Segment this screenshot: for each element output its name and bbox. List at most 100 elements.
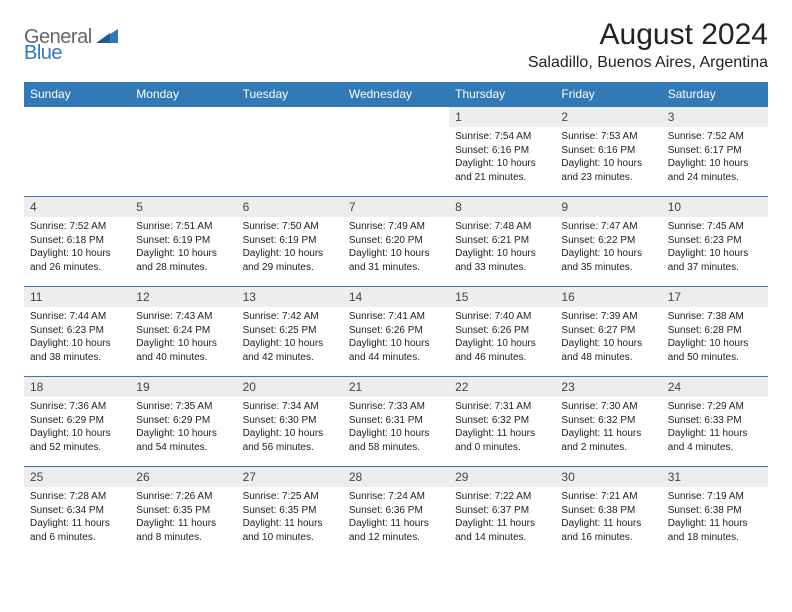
day-details: Sunrise: 7:42 AMSunset: 6:25 PMDaylight:… [237,307,343,368]
calendar-day-cell: 11Sunrise: 7:44 AMSunset: 6:23 PMDayligh… [24,287,130,377]
calendar-day-cell: 24Sunrise: 7:29 AMSunset: 6:33 PMDayligh… [662,377,768,467]
day-details: Sunrise: 7:34 AMSunset: 6:30 PMDaylight:… [237,397,343,458]
calendar-column-header: Tuesday [237,82,343,107]
day-number: 3 [662,107,768,127]
calendar-day-cell: 8Sunrise: 7:48 AMSunset: 6:21 PMDaylight… [449,197,555,287]
calendar-day-cell: 13Sunrise: 7:42 AMSunset: 6:25 PMDayligh… [237,287,343,377]
day-details: Sunrise: 7:30 AMSunset: 6:32 PMDaylight:… [555,397,661,458]
day-details: Sunrise: 7:49 AMSunset: 6:20 PMDaylight:… [343,217,449,278]
day-details: Sunrise: 7:21 AMSunset: 6:38 PMDaylight:… [555,487,661,548]
day-number: 30 [555,467,661,487]
day-details: Sunrise: 7:36 AMSunset: 6:29 PMDaylight:… [24,397,130,458]
calendar-day-cell: 28Sunrise: 7:24 AMSunset: 6:36 PMDayligh… [343,467,449,557]
calendar-day-cell: 29Sunrise: 7:22 AMSunset: 6:37 PMDayligh… [449,467,555,557]
day-details: Sunrise: 7:38 AMSunset: 6:28 PMDaylight:… [662,307,768,368]
day-details: Sunrise: 7:52 AMSunset: 6:17 PMDaylight:… [662,127,768,188]
calendar-column-header: Saturday [662,82,768,107]
calendar-day-cell: 23Sunrise: 7:30 AMSunset: 6:32 PMDayligh… [555,377,661,467]
day-details: Sunrise: 7:44 AMSunset: 6:23 PMDaylight:… [24,307,130,368]
day-details: Sunrise: 7:43 AMSunset: 6:24 PMDaylight:… [130,307,236,368]
day-number: 21 [343,377,449,397]
calendar-day-cell: 7Sunrise: 7:49 AMSunset: 6:20 PMDaylight… [343,197,449,287]
day-number: 23 [555,377,661,397]
calendar-day-cell: 12Sunrise: 7:43 AMSunset: 6:24 PMDayligh… [130,287,236,377]
day-details: Sunrise: 7:48 AMSunset: 6:21 PMDaylight:… [449,217,555,278]
day-number: 15 [449,287,555,307]
calendar-day-cell: 16Sunrise: 7:39 AMSunset: 6:27 PMDayligh… [555,287,661,377]
calendar-day-cell: 5Sunrise: 7:51 AMSunset: 6:19 PMDaylight… [130,197,236,287]
day-number: 29 [449,467,555,487]
day-number: 25 [24,467,130,487]
logo-line2: Blue [24,42,62,65]
calendar-week-row: 18Sunrise: 7:36 AMSunset: 6:29 PMDayligh… [24,377,768,467]
calendar-day-cell: 22Sunrise: 7:31 AMSunset: 6:32 PMDayligh… [449,377,555,467]
calendar-day-cell: 6Sunrise: 7:50 AMSunset: 6:19 PMDaylight… [237,197,343,287]
location: Saladillo, Buenos Aires, Argentina [528,54,768,72]
day-details: Sunrise: 7:39 AMSunset: 6:27 PMDaylight:… [555,307,661,368]
calendar-column-header: Thursday [449,82,555,107]
day-details: Sunrise: 7:26 AMSunset: 6:35 PMDaylight:… [130,487,236,548]
calendar-column-header: Monday [130,82,236,107]
title-block: August 2024 Saladillo, Buenos Aires, Arg… [528,18,768,72]
calendar-day-cell: 14Sunrise: 7:41 AMSunset: 6:26 PMDayligh… [343,287,449,377]
day-number: 14 [343,287,449,307]
calendar-day-cell: 19Sunrise: 7:35 AMSunset: 6:29 PMDayligh… [130,377,236,467]
day-details: Sunrise: 7:33 AMSunset: 6:31 PMDaylight:… [343,397,449,458]
day-details: Sunrise: 7:52 AMSunset: 6:18 PMDaylight:… [24,217,130,278]
day-number: 13 [237,287,343,307]
day-number: 11 [24,287,130,307]
calendar-week-row: 4Sunrise: 7:52 AMSunset: 6:18 PMDaylight… [24,197,768,287]
day-details: Sunrise: 7:25 AMSunset: 6:35 PMDaylight:… [237,487,343,548]
day-number: 8 [449,197,555,217]
day-number: 26 [130,467,236,487]
calendar-day-cell: 31Sunrise: 7:19 AMSunset: 6:38 PMDayligh… [662,467,768,557]
calendar-day-cell: 20Sunrise: 7:34 AMSunset: 6:30 PMDayligh… [237,377,343,467]
day-number: 18 [24,377,130,397]
day-number: 17 [662,287,768,307]
calendar-header-row: SundayMondayTuesdayWednesdayThursdayFrid… [24,82,768,107]
day-number: 12 [130,287,236,307]
day-details: Sunrise: 7:47 AMSunset: 6:22 PMDaylight:… [555,217,661,278]
calendar-day-cell: 3Sunrise: 7:52 AMSunset: 6:17 PMDaylight… [662,107,768,197]
calendar-day-cell [24,107,130,197]
day-number: 20 [237,377,343,397]
day-number: 19 [130,377,236,397]
day-details: Sunrise: 7:51 AMSunset: 6:19 PMDaylight:… [130,217,236,278]
day-number: 4 [24,197,130,217]
day-details: Sunrise: 7:40 AMSunset: 6:26 PMDaylight:… [449,307,555,368]
day-details: Sunrise: 7:50 AMSunset: 6:19 PMDaylight:… [237,217,343,278]
calendar-day-cell: 2Sunrise: 7:53 AMSunset: 6:16 PMDaylight… [555,107,661,197]
calendar-day-cell: 21Sunrise: 7:33 AMSunset: 6:31 PMDayligh… [343,377,449,467]
day-details: Sunrise: 7:41 AMSunset: 6:26 PMDaylight:… [343,307,449,368]
day-details: Sunrise: 7:54 AMSunset: 6:16 PMDaylight:… [449,127,555,188]
calendar-day-cell: 17Sunrise: 7:38 AMSunset: 6:28 PMDayligh… [662,287,768,377]
calendar-day-cell: 4Sunrise: 7:52 AMSunset: 6:18 PMDaylight… [24,197,130,287]
calendar-day-cell: 10Sunrise: 7:45 AMSunset: 6:23 PMDayligh… [662,197,768,287]
day-number: 28 [343,467,449,487]
calendar-table: SundayMondayTuesdayWednesdayThursdayFrid… [24,82,768,557]
calendar-day-cell: 26Sunrise: 7:26 AMSunset: 6:35 PMDayligh… [130,467,236,557]
day-number: 16 [555,287,661,307]
calendar-column-header: Wednesday [343,82,449,107]
calendar-day-cell: 1Sunrise: 7:54 AMSunset: 6:16 PMDaylight… [449,107,555,197]
calendar-week-row: 11Sunrise: 7:44 AMSunset: 6:23 PMDayligh… [24,287,768,377]
calendar-day-cell: 27Sunrise: 7:25 AMSunset: 6:35 PMDayligh… [237,467,343,557]
calendar-week-row: 1Sunrise: 7:54 AMSunset: 6:16 PMDaylight… [24,107,768,197]
day-details: Sunrise: 7:19 AMSunset: 6:38 PMDaylight:… [662,487,768,548]
calendar-day-cell: 30Sunrise: 7:21 AMSunset: 6:38 PMDayligh… [555,467,661,557]
calendar-day-cell [237,107,343,197]
day-number: 10 [662,197,768,217]
calendar-day-cell: 25Sunrise: 7:28 AMSunset: 6:34 PMDayligh… [24,467,130,557]
calendar-day-cell [343,107,449,197]
day-details: Sunrise: 7:45 AMSunset: 6:23 PMDaylight:… [662,217,768,278]
calendar-day-cell [130,107,236,197]
logo-triangle-icon [96,27,118,48]
day-details: Sunrise: 7:29 AMSunset: 6:33 PMDaylight:… [662,397,768,458]
header: General August 2024 Saladillo, Buenos Ai… [24,18,768,72]
day-details: Sunrise: 7:28 AMSunset: 6:34 PMDaylight:… [24,487,130,548]
month-title: August 2024 [528,18,768,52]
calendar-column-header: Friday [555,82,661,107]
day-number: 31 [662,467,768,487]
day-details: Sunrise: 7:24 AMSunset: 6:36 PMDaylight:… [343,487,449,548]
page: General August 2024 Saladillo, Buenos Ai… [0,0,792,575]
